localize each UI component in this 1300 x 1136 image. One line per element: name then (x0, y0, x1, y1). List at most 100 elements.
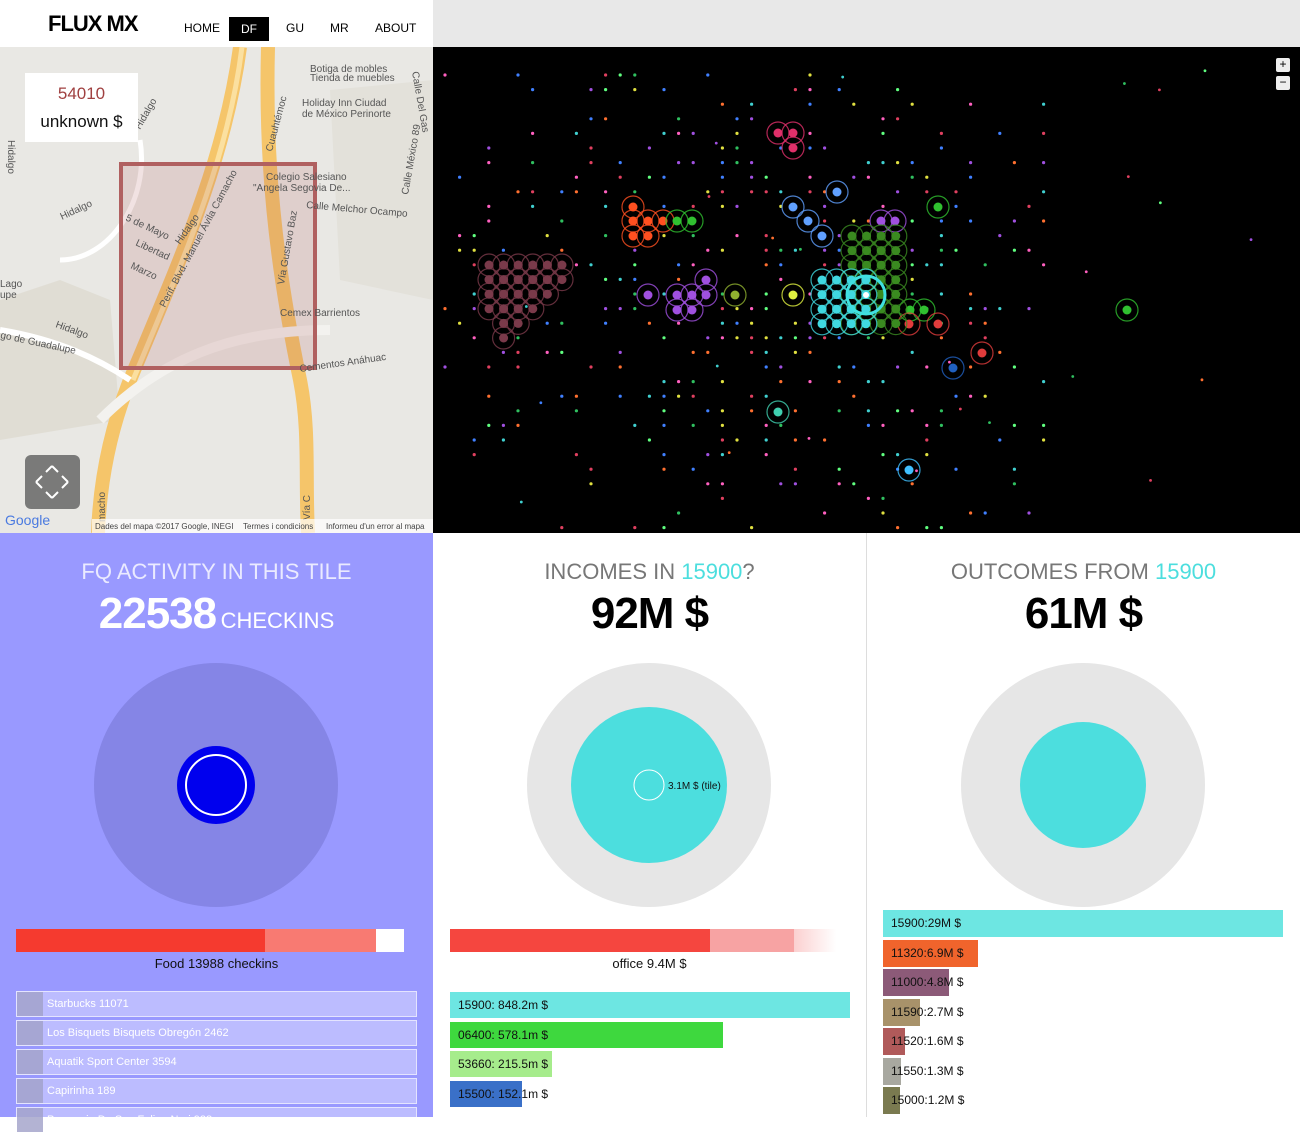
pan-control[interactable] (25, 455, 80, 509)
cluster-dot (948, 363, 958, 373)
dot (779, 423, 783, 427)
nav-link[interactable]: MR (330, 21, 349, 35)
attribution-link[interactable]: Termes i condicions (243, 522, 313, 531)
dot (1042, 380, 1046, 384)
brand[interactable]: FLUX MX (48, 11, 139, 36)
nav-link[interactable]: ABOUT (375, 21, 417, 35)
venue-item[interactable]: Aquatik Sport Center 3594 (16, 1049, 417, 1075)
dot (764, 263, 768, 267)
dot (589, 161, 593, 165)
venue-item[interactable]: Parroquia De San Felipe Neri 928 (16, 1107, 417, 1133)
dot (604, 190, 608, 194)
dot (633, 263, 637, 267)
dot (720, 248, 725, 252)
dot (1158, 88, 1161, 92)
dot (954, 248, 958, 252)
venue-item[interactable]: Los Bisquets Bisquets Obregón 2462 (16, 1020, 417, 1046)
dot (910, 102, 914, 106)
list-row[interactable]: 15000:1.2M $ (883, 1087, 1283, 1114)
dot (472, 292, 476, 296)
cluster-dot (905, 305, 915, 315)
dot (545, 321, 549, 325)
list-row[interactable]: 53660: 215.5m $ (450, 1051, 850, 1077)
dot (896, 409, 900, 413)
dot (662, 394, 666, 398)
list-row[interactable]: 06400: 578.1m $ (450, 1021, 850, 1048)
dot (910, 482, 914, 486)
dot (574, 175, 579, 179)
dot (589, 482, 593, 486)
dot (969, 511, 973, 515)
list-row[interactable]: 15900: 848.2m $ (450, 992, 850, 1018)
list-label: 11320:6.9M $ (891, 945, 964, 960)
cluster-dot (1122, 305, 1132, 315)
nav-link[interactable]: GU (286, 21, 304, 35)
dot (531, 88, 535, 92)
cluster-dot (788, 202, 798, 212)
venue-item[interactable]: Starbucks 11071 (16, 991, 417, 1017)
list-row[interactable]: 15500: 152.1m $ (450, 1080, 850, 1107)
list-row[interactable]: 11550:1.3M $ (883, 1057, 1283, 1085)
ring (897, 458, 921, 482)
list-row[interactable]: 11000:4.8M $ (883, 969, 1283, 996)
cluster-dot (528, 304, 538, 314)
dot (647, 321, 652, 325)
list-row[interactable]: 11590:2.7M $ (883, 998, 1283, 1026)
dot (1042, 438, 1046, 442)
pan-arrows (35, 465, 69, 499)
dot (793, 88, 798, 92)
nav-link-active[interactable]: DF (229, 17, 269, 41)
cluster-dot (672, 290, 682, 300)
cluster-dot (862, 231, 872, 241)
venue-item[interactable]: Capirinha 189 (16, 1078, 417, 1104)
list-row[interactable]: 11320:6.9M $ (883, 939, 1283, 967)
dot (808, 88, 812, 92)
code[interactable]: 15900 (1154, 559, 1217, 584)
dot (954, 190, 958, 194)
dot (852, 219, 856, 223)
list-bar (883, 1028, 906, 1055)
dot (852, 482, 856, 486)
dot (793, 336, 798, 340)
dot (866, 219, 871, 223)
dot (560, 394, 564, 398)
attribution-link[interactable]: Informeu d'un error al mapa (326, 522, 425, 531)
dot (750, 321, 754, 325)
dot (939, 292, 944, 296)
dot (998, 131, 1002, 135)
map-label: Hidalgo (5, 140, 16, 174)
panel-title: OUTCOMES FROM 15900 (867, 559, 1300, 585)
list-row[interactable]: 11520:1.6M $ (883, 1028, 1283, 1055)
dot (939, 263, 944, 267)
dot (604, 88, 608, 92)
dot (793, 467, 798, 471)
dot (764, 438, 768, 442)
zoom-in[interactable]: + (1276, 58, 1290, 72)
dot (574, 131, 579, 135)
cluster-dot (687, 216, 697, 226)
dot (998, 350, 1002, 354)
dot (560, 350, 564, 354)
zoom-out[interactable]: − (1276, 76, 1290, 90)
list-row[interactable]: 15900:29M $ (883, 910, 1283, 937)
nav-link[interactable]: HOME (184, 21, 220, 35)
list-label: 06400: 578.1m $ (458, 1027, 549, 1042)
cluster-dot (788, 128, 798, 138)
cluster-dot (672, 305, 682, 315)
dot (691, 234, 695, 238)
dot (983, 263, 987, 267)
dot (988, 421, 991, 425)
inner-ring (185, 754, 247, 816)
cluster-dot (643, 290, 653, 300)
dot (823, 511, 827, 515)
cluster-dot (817, 290, 827, 300)
code[interactable]: 15900 (681, 559, 743, 584)
dot (531, 131, 535, 135)
dot (539, 401, 543, 405)
dot-map[interactable] (433, 47, 1300, 533)
activity-circles (94, 663, 338, 907)
dot (691, 350, 695, 354)
list-bar (883, 1087, 900, 1114)
dot (779, 277, 783, 281)
dot (1126, 175, 1130, 179)
